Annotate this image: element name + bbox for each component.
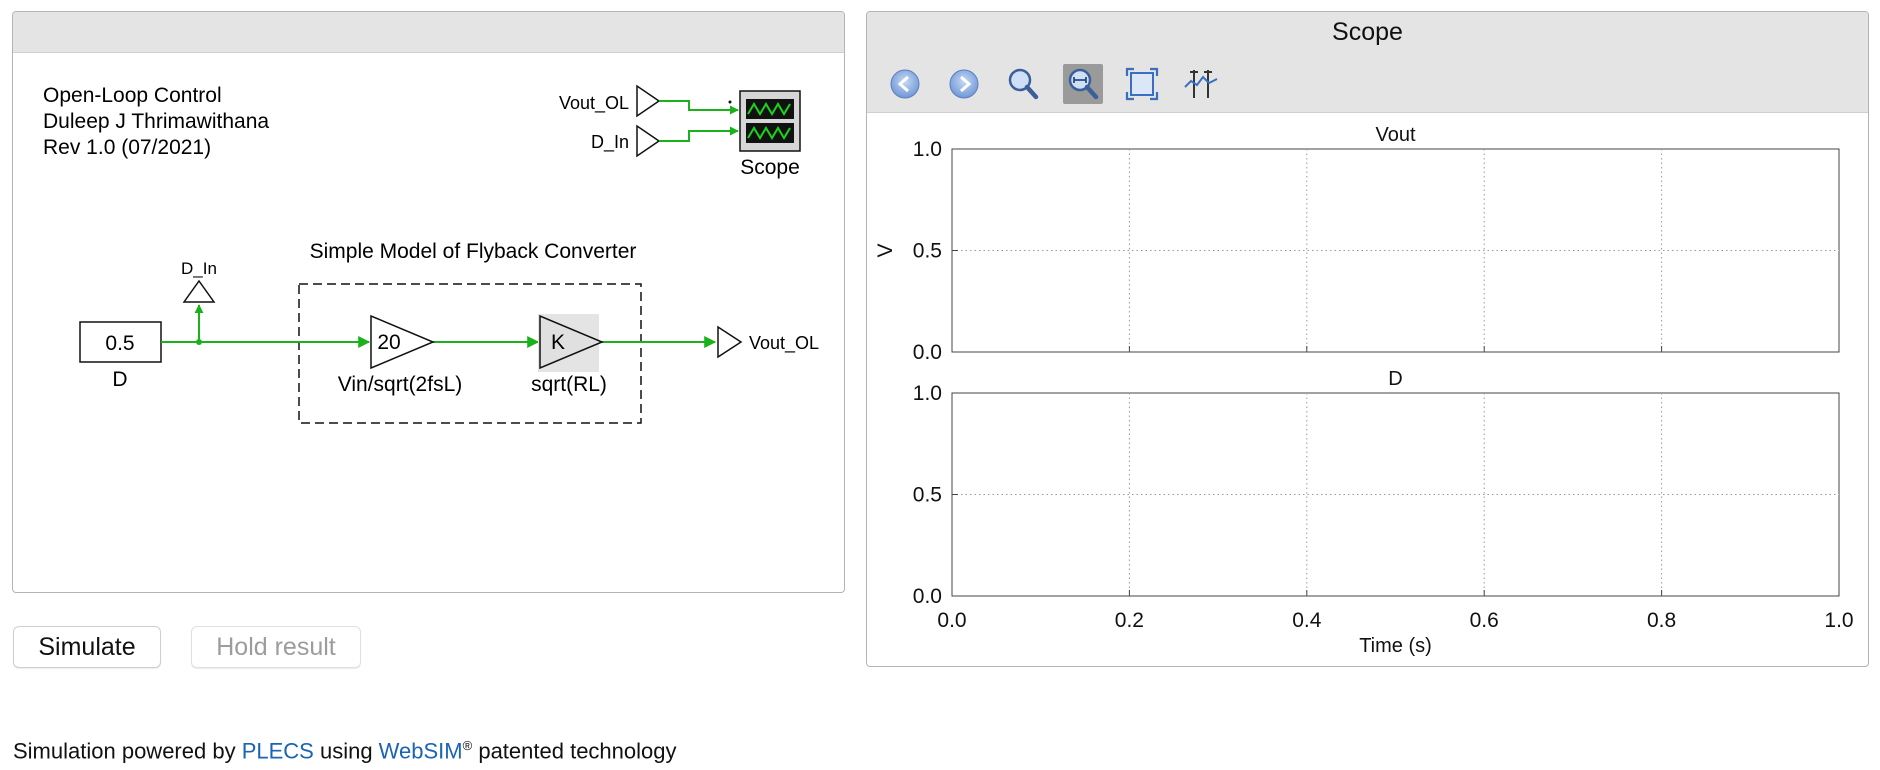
info-line-1: Open-Loop Control	[43, 84, 222, 107]
goto-tag-vout[interactable]	[717, 325, 743, 359]
gain-2-label: sqrt(RL)	[531, 373, 607, 396]
info-line-2: Duleep J Thrimawithana	[43, 110, 269, 133]
goto-tag-d-in[interactable]	[182, 279, 216, 303]
footer-prefix: Simulation powered by	[13, 738, 242, 764]
gain-1-value: 20	[377, 331, 400, 354]
zoom-button[interactable]	[1003, 64, 1043, 104]
footer: Simulation powered by PLECS using WebSIM…	[13, 738, 677, 764]
zoom-icon	[1008, 68, 1039, 100]
cursor-icon	[1184, 70, 1218, 98]
zoom-x-button[interactable]	[1063, 64, 1103, 104]
y-tick-label-1: 0.0	[913, 341, 942, 364]
constant-value: 0.5	[105, 332, 134, 355]
from-tag-vout[interactable]	[636, 84, 661, 118]
zoom-x-icon	[1068, 68, 1099, 100]
scope-wires	[659, 100, 739, 142]
plot-area-2[interactable]	[951, 392, 1840, 597]
x-tick-label: 0.4	[1292, 609, 1322, 632]
plot-title-1: Vout	[1375, 124, 1415, 146]
plot-title-2: D	[1388, 368, 1402, 390]
goto-d-in-label: D_In	[181, 259, 217, 278]
footer-suffix: patented technology	[472, 738, 677, 764]
x-tick-label: 0.0	[937, 609, 966, 632]
x-tick-label: 0.8	[1647, 609, 1676, 632]
y-tick-label-2: 0.0	[913, 585, 942, 608]
scope-header: Scope	[867, 12, 1868, 113]
gain-block-2[interactable]	[539, 314, 604, 370]
websim-link[interactable]: WebSIM	[378, 738, 463, 764]
scope-panel: Scope	[866, 11, 1869, 667]
y-tick-label-1: 1.0	[913, 138, 942, 161]
scope-input-vout-label: Vout_OL	[559, 93, 629, 114]
x-tick-label: 0.2	[1115, 609, 1144, 632]
hold-result-button[interactable]: Hold result	[191, 626, 361, 668]
back-icon	[890, 69, 920, 99]
scope-title: Scope	[1332, 18, 1403, 46]
gain-block-1[interactable]	[370, 314, 435, 370]
fit-to-view-icon	[1125, 67, 1159, 101]
gain-2-value: K	[551, 331, 565, 354]
simulate-button[interactable]: Simulate	[13, 626, 161, 668]
subsystem-title: Simple Model of Flyback Converter	[310, 240, 637, 263]
footer-middle: using	[313, 738, 379, 764]
x-tick-label: 0.6	[1470, 609, 1499, 632]
goto-vout-label: Vout_OL	[749, 333, 819, 354]
back-button[interactable]	[885, 64, 925, 104]
scope-input-d-label: D_In	[591, 132, 629, 153]
constant-label: D	[112, 368, 127, 391]
scope-block-label: Scope	[740, 156, 800, 179]
gain-1-label: Vin/sqrt(2fsL)	[338, 373, 463, 396]
forward-icon	[949, 69, 979, 99]
subsystem-boundary	[298, 283, 642, 424]
plecs-link[interactable]: PLECS	[241, 738, 314, 764]
registered-mark: ®	[462, 738, 473, 753]
y-axis-label-1: V	[874, 243, 897, 257]
y-tick-label-2: 0.5	[913, 484, 942, 507]
constant-block[interactable]	[79, 321, 162, 363]
cursor-button[interactable]	[1181, 64, 1221, 104]
model-diagram: Open-Loop Control Duleep J Thrimawithana…	[43, 84, 819, 424]
plot-area-1[interactable]	[951, 148, 1840, 353]
y-tick-label-1: 0.5	[913, 240, 942, 263]
x-axis-label: Time (s)	[1359, 635, 1432, 657]
forward-button[interactable]	[944, 64, 984, 104]
model-panel: Open-Loop Control Duleep J Thrimawithana…	[12, 11, 845, 593]
x-tick-label: 1.0	[1824, 609, 1853, 632]
signal-wires	[161, 304, 717, 348]
branch-node	[196, 339, 202, 345]
scope-block[interactable]	[739, 90, 801, 152]
scope-plots: 0.0 0.5 1.0 Vout V 0.0 0.5 1.0 0.0 0.2 0.4 0.6 0.8 1.…	[874, 124, 1854, 657]
from-tag-d[interactable]	[636, 124, 661, 158]
fit-to-view-button[interactable]	[1122, 64, 1162, 104]
y-tick-label-2: 1.0	[913, 382, 942, 405]
info-line-3: Rev 1.0 (07/2021)	[43, 136, 211, 159]
model-panel-header	[13, 12, 844, 53]
